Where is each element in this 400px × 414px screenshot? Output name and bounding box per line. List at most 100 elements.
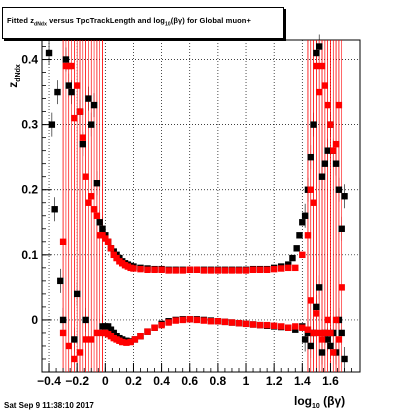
red-data-point: [73, 82, 81, 89]
x-tick-label: −0.2: [65, 374, 89, 388]
red-data-point: [307, 297, 314, 304]
red-data-point: [65, 342, 72, 350]
y-tick-label: 0.2: [21, 183, 38, 197]
red-data-point: [151, 266, 158, 273]
black-data-point: [293, 245, 300, 252]
black-data-point: [51, 206, 58, 213]
black-data-point: [315, 284, 323, 291]
red-data-point: [338, 284, 345, 291]
red-data-point: [82, 336, 89, 343]
black-data-point: [79, 140, 87, 148]
red-data-point: [278, 323, 285, 330]
red-data-point: [324, 316, 331, 324]
red-data-point: [137, 265, 144, 273]
red-data-point: [310, 329, 317, 337]
plot-frame: [41, 39, 361, 373]
red-data-point: [119, 338, 126, 346]
black-data-point: [110, 329, 117, 337]
red-data-point: [59, 238, 67, 246]
black-data-point: [292, 326, 299, 333]
red-data-point: [299, 251, 306, 259]
red-data-point: [335, 336, 343, 343]
black-data-point: [110, 248, 117, 255]
title-mid: versus TpcTrackLength and log: [46, 16, 165, 25]
black-data-point: [324, 336, 331, 343]
red-data-point: [235, 319, 243, 327]
red-data-point: [315, 329, 323, 337]
x-tick-label: 1.6: [322, 374, 339, 388]
red-data-point: [292, 323, 299, 330]
y-tick-label: 0: [31, 313, 38, 327]
red-data-point: [318, 62, 326, 70]
red-data-point: [165, 267, 172, 274]
x-tick-label: 1.4: [294, 374, 311, 388]
black-data-point: [289, 254, 296, 262]
red-data-point: [214, 318, 222, 325]
red-data-point: [130, 265, 137, 272]
red-data-point: [71, 114, 78, 122]
red-data-point: [270, 265, 278, 273]
black-data-point: [68, 88, 75, 96]
black-data-point: [96, 219, 103, 226]
error-bars: [48, 34, 345, 372]
red-data-point: [315, 88, 323, 96]
red-data-point: [165, 319, 172, 326]
red-data-point: [76, 108, 84, 115]
red-data-point: [228, 319, 236, 326]
red-data-point: [318, 336, 326, 343]
red-data-point: [151, 324, 158, 331]
black-data-point: [307, 153, 314, 161]
red-data-point: [270, 322, 278, 329]
x-tick-label: 0.4: [153, 374, 170, 388]
red-data-point: [278, 265, 285, 272]
black-data-point: [299, 219, 306, 226]
red-data-point: [321, 82, 329, 89]
red-data-point: [186, 266, 193, 273]
black-data-point: [327, 342, 334, 350]
red-data-point: [107, 245, 115, 252]
black-data-point: [65, 82, 72, 89]
red-data-point: [93, 212, 101, 219]
red-data-point: [256, 321, 264, 329]
red-data-point: [330, 349, 337, 356]
title-sub1: dNdx: [34, 21, 47, 28]
black-data-point: [324, 147, 331, 154]
x-tick-label: 0.8: [210, 374, 227, 388]
red-data-point: [193, 316, 200, 324]
red-data-point: [110, 251, 117, 259]
red-data-point: [304, 232, 312, 239]
black-data-point: [104, 323, 112, 330]
red-data-point: [249, 321, 257, 328]
red-data-point: [263, 321, 271, 329]
plot-title: Fitted zdNdx versus TpcTrackLength and l…: [7, 16, 251, 28]
black-data-point: [338, 225, 345, 232]
red-data-point: [332, 140, 340, 148]
black-data-point: [332, 160, 340, 167]
red-data-point: [82, 173, 89, 180]
black-data-point: [335, 186, 343, 193]
red-data-point: [131, 336, 139, 343]
black-data-point: [313, 303, 320, 311]
red-data-point: [144, 266, 151, 273]
y-tick-label: 0.1: [21, 248, 38, 262]
y-tick-label: 0.3: [21, 118, 38, 132]
red-data-point: [179, 267, 186, 274]
red-data-point: [193, 266, 200, 273]
title-prefix: Fitted z: [7, 16, 35, 25]
black-data-point: [54, 88, 61, 96]
red-data-point: [235, 267, 243, 274]
black-data-point: [59, 316, 67, 324]
black-data-point: [313, 49, 320, 57]
black-data-point: [341, 355, 348, 363]
red-data-point: [249, 266, 257, 273]
title-box: Fitted zdNdx versus TpcTrackLength and l…: [2, 7, 284, 39]
red-data-point: [85, 199, 92, 206]
black-data-point: [57, 277, 64, 285]
red-data-point: [172, 317, 179, 324]
red-data-point: [307, 186, 314, 193]
timestamp: Sat Sep 9 11:38:10 2017: [4, 401, 94, 410]
black-data-point: [304, 329, 312, 337]
title-suffix: (βγ) for Global muon+: [170, 16, 251, 25]
x-tick-label: 0: [102, 374, 109, 388]
red-data-point: [172, 267, 179, 274]
